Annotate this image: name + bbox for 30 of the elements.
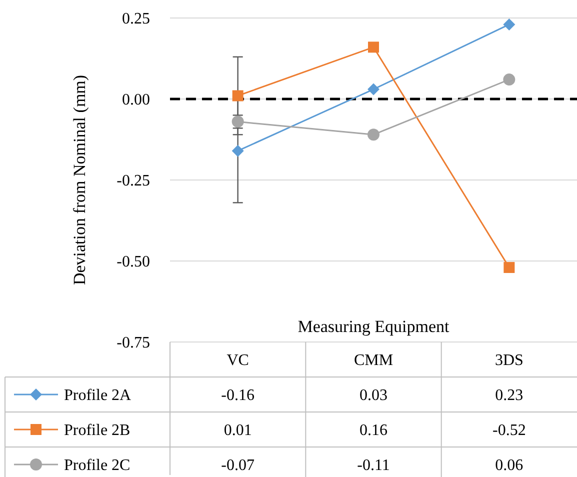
data-label: 0.03 — [360, 387, 388, 404]
legend-label: Profile 2A — [64, 387, 132, 404]
point — [232, 144, 244, 157]
data-label: 0.16 — [360, 422, 388, 440]
y-tick-label: -0.75 — [116, 334, 150, 352]
data-label: 0.06 — [495, 457, 524, 474]
x-tick-label: VC — [226, 352, 249, 370]
point — [232, 90, 244, 102]
legend-label: Profile 2B — [64, 422, 130, 440]
legend-label: Profile 2C — [64, 457, 130, 474]
y-tick-label: -0.25 — [116, 172, 150, 190]
point — [368, 128, 380, 141]
point — [503, 18, 516, 30]
y-tick-label: -0.50 — [116, 254, 150, 271]
point — [504, 262, 515, 273]
data-label: -0.16 — [221, 387, 254, 404]
point — [368, 83, 380, 96]
x-tick-label: 3DS — [494, 352, 524, 370]
data-label: 0.01 — [224, 422, 252, 440]
x-axis-title: Measuring Equipment — [298, 317, 450, 336]
data-label: 0.23 — [495, 387, 524, 404]
data-label: -0.52 — [492, 422, 526, 440]
data-label: -0.11 — [357, 457, 390, 474]
point — [368, 42, 379, 53]
x-tick-label: CMM — [354, 352, 394, 370]
point — [503, 74, 516, 86]
data-label: -0.07 — [221, 457, 254, 474]
y-tick-label: 0.00 — [122, 92, 150, 109]
y-tick-label: 0.25 — [122, 10, 150, 28]
y-axis-title: Deviation from Nominal (mm) — [70, 74, 89, 286]
